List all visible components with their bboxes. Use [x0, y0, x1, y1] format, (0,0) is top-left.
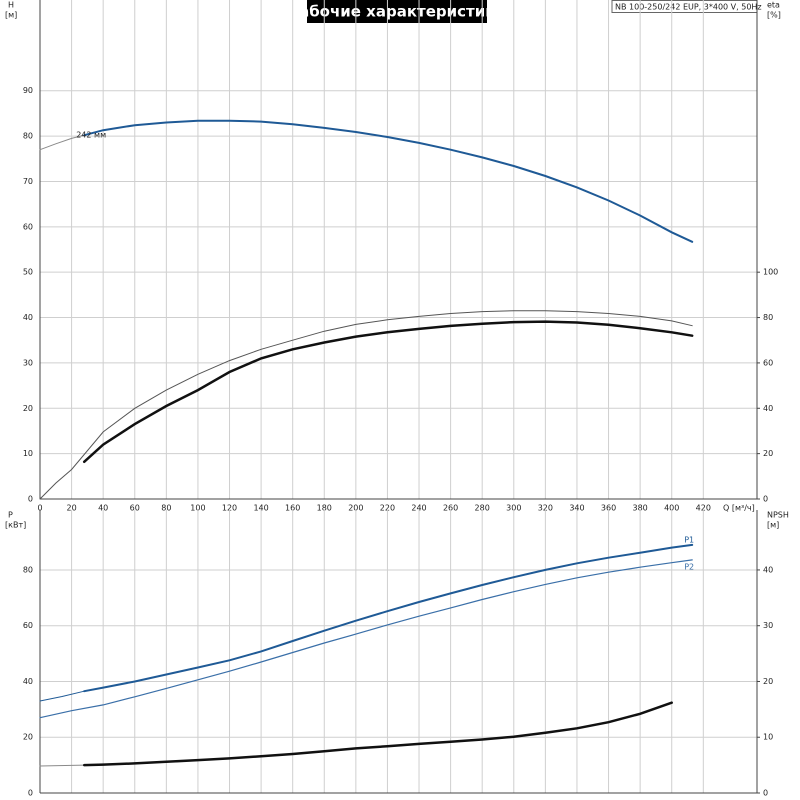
title-box — [307, 0, 487, 23]
y2-tick-label: 20 — [763, 677, 773, 686]
x-tick-label: 260 — [443, 504, 458, 513]
y2-tick-label: 40 — [763, 565, 773, 574]
x-tick-label: 360 — [601, 504, 616, 513]
chart-title: Рабочие характеристики — [288, 3, 506, 21]
y2-label: eta — [767, 1, 780, 10]
series-label: P2 — [684, 562, 694, 571]
y-tick-label: 50 — [23, 268, 33, 277]
x-tick-label: 180 — [317, 504, 332, 513]
y2-tick-label: 0 — [763, 789, 768, 798]
x-tick-label: 400 — [664, 504, 679, 513]
x-tick-label: 340 — [569, 504, 584, 513]
y2-tick-label: 40 — [763, 404, 773, 413]
y2-tick-label: 60 — [763, 358, 773, 367]
x-tick-label: 100 — [190, 504, 205, 513]
y2-tick-label: 30 — [763, 621, 773, 630]
y-label: P — [8, 511, 13, 520]
x-tick-label: 200 — [348, 504, 363, 513]
y-label: H — [8, 1, 14, 10]
y2-tick-label: 80 — [763, 313, 773, 322]
series-line — [39, 690, 85, 702]
y2-tick-label: 0 — [763, 495, 768, 504]
y-tick-label: 80 — [23, 565, 33, 574]
x-tick-label: 240 — [411, 504, 426, 513]
y-tick-label: 80 — [23, 132, 33, 141]
chart-subtitle: NB 100-250/242 EUP, 3*400 V, 50Hz — [615, 3, 762, 12]
y-unit: [м] — [5, 11, 17, 20]
x-tick-label: 20 — [66, 504, 76, 513]
y-tick-label: 20 — [23, 404, 33, 413]
series-label: P1 — [684, 535, 694, 544]
series-line — [39, 310, 693, 500]
series-label: 242 мм — [76, 131, 106, 140]
y2-tick-label: 10 — [763, 733, 773, 742]
y-tick-label: 20 — [23, 733, 33, 742]
y-tick-label: 60 — [23, 621, 33, 630]
x-tick-label: 60 — [130, 504, 140, 513]
x-tick-label: 40 — [98, 504, 108, 513]
x-tick-label: 220 — [380, 504, 395, 513]
x-tick-label: 120 — [222, 504, 237, 513]
x-tick-label: 320 — [538, 504, 553, 513]
y-tick-label: 90 — [23, 86, 33, 95]
series-line — [82, 320, 694, 464]
y-tick-label: 10 — [23, 449, 33, 458]
x-tick-label: 380 — [632, 504, 647, 513]
series-line — [83, 543, 694, 693]
series-line — [39, 134, 85, 151]
y-tick-label: 30 — [23, 358, 33, 367]
y2-unit: [м] — [767, 521, 779, 530]
y-tick-label: 70 — [23, 177, 33, 186]
series-line — [39, 559, 693, 719]
x-tick-label: 280 — [475, 504, 490, 513]
y2-unit: [%] — [767, 11, 781, 20]
x-tick-label: 0 — [37, 504, 42, 513]
y-unit: [кВт] — [5, 521, 26, 530]
x-tick-label: 160 — [285, 504, 300, 513]
series-line — [39, 764, 85, 767]
series-line — [82, 701, 673, 767]
x-tick-label: 140 — [253, 504, 268, 513]
y-tick-label: 60 — [23, 222, 33, 231]
x-tick-label: 420 — [696, 504, 711, 513]
y-tick-label: 0 — [28, 789, 33, 798]
x-tick-label: 80 — [161, 504, 171, 513]
y-tick-label: 40 — [23, 313, 33, 322]
y-tick-label: 40 — [23, 677, 33, 686]
x-tick-label: 300 — [506, 504, 521, 513]
x-label: Q [м³/ч] — [723, 504, 755, 513]
y2-tick-label: 20 — [763, 449, 773, 458]
y-tick-label: 0 — [28, 495, 33, 504]
y2-tick-label: 100 — [763, 268, 778, 277]
y2-label: NPSH — [767, 511, 789, 520]
series-line — [83, 119, 694, 243]
